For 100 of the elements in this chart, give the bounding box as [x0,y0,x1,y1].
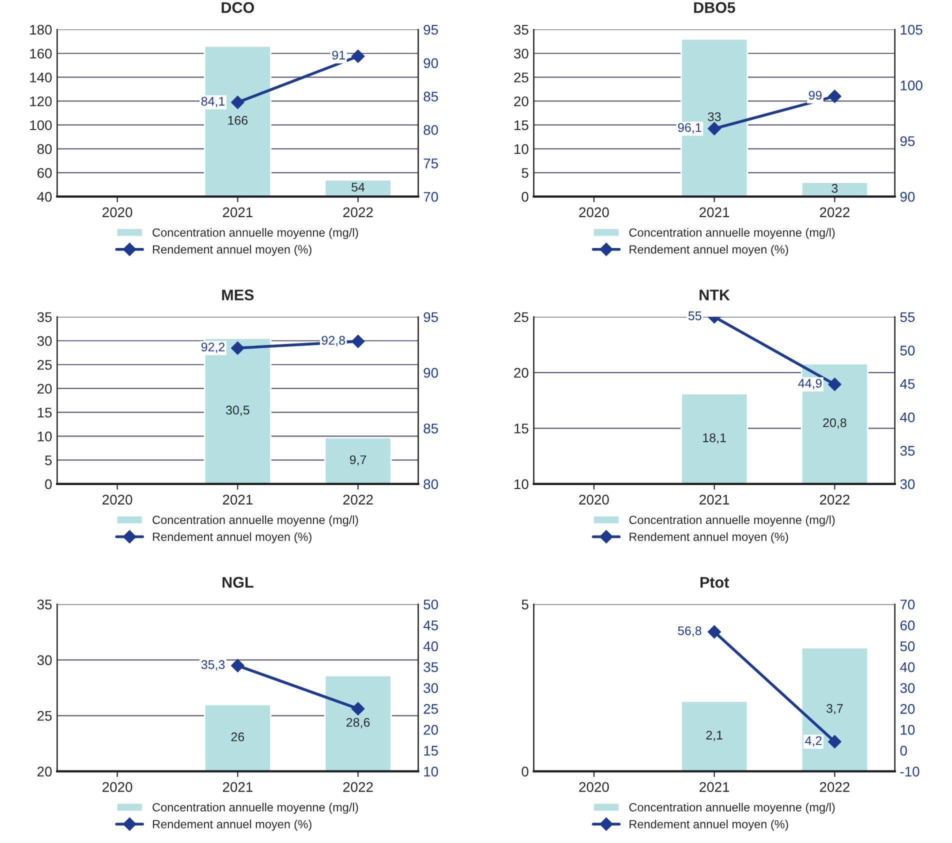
y-tick-label: 20 [38,384,52,394]
y2-tick-label: 40 [900,662,915,672]
y2-tick-label: 35 [424,662,438,672]
legend-label: Concentration annuelle moyenne (mg/l) [629,802,835,814]
x-tick-label: 2022 [820,207,850,218]
y2-tick-label: 90 [424,368,438,378]
data-label: 96,1 [678,123,702,134]
y-tick-label: 20 [514,96,528,106]
x-tick-label: 2021 [700,207,730,218]
y2-tick-label: 95 [900,136,915,146]
x-tick-label: 2022 [343,207,373,218]
y-tick-label: 0 [45,479,52,490]
data-label: 92,2 [201,342,225,353]
data-label: 91 [332,50,345,60]
data-label: 4,2 [805,736,822,747]
y-tick-label: 140 [30,72,52,82]
legend-label: Concentration annuelle moyenne (mg/l) [152,802,358,814]
y-tick-label: 5 [522,168,528,178]
y-tick-label: 40 [37,192,52,202]
y2-tick-label: 30 [900,683,915,693]
y-tick-label: 10 [38,432,52,442]
legend-label: Concentration annuelle moyenne (mg/l) [629,515,835,526]
data-label: 84,1 [201,96,225,108]
x-tick-label: 2020 [102,494,132,505]
y2-tick-label: 70 [424,192,438,202]
y2-tick-label: 10 [900,724,915,735]
x-tick-label: 2020 [579,782,609,792]
data-label: 99 [808,90,822,100]
data-label: 3 [832,184,838,193]
y2-tick-label: 30 [424,683,438,693]
x-tick-label: 2021 [700,782,730,792]
y2-tick-label: 85 [424,92,438,102]
y-tick-label: 100 [30,120,52,130]
chart-title: DCO [222,2,254,13]
x-tick-label: 2021 [222,782,252,792]
y-tick-label: 35 [514,24,528,35]
y-tick-label: 15 [514,120,528,130]
y-tick-label: 25 [38,710,52,721]
y-tick-label: 5 [45,456,52,466]
x-tick-label: 2021 [700,494,730,505]
y-tick-label: 25 [514,72,528,82]
y2-tick-label: 45 [423,620,438,630]
y-tick-label: 35 [37,600,52,610]
legend-label: Rendement annuel moyen (%) [153,820,312,831]
y-tick-label: 5 [522,600,528,610]
x-tick-label: 2022 [343,494,373,505]
y2-tick-label: 20 [900,704,915,714]
y-tick-label: 25 [514,312,528,322]
y2-tick-label: 15 [424,746,438,756]
y2-tick-label: 25 [424,704,438,714]
y2-tick-label: 50 [900,346,915,356]
y-tick-label: 30 [37,336,52,346]
chart-title: NGL [222,576,254,588]
x-tick-label: 2022 [820,782,850,792]
data-label: 54 [352,182,365,192]
y-tick-label: 10 [514,479,528,490]
chart-title: NTK [700,290,730,300]
legend-label: Concentration annuelle moyenne (mg/l) [629,228,835,240]
data-label: 3,7 [826,704,843,714]
x-tick-label: 2020 [579,207,609,218]
y-tick-label: 180 [30,24,52,35]
y-tick-label: 10 [514,144,528,154]
data-label: 166 [228,116,248,125]
data-label: 28,6 [346,718,370,728]
y2-tick-label: 45 [900,379,915,389]
y-tick-label: 30 [514,48,528,59]
y2-tick-label: 0 [900,746,907,756]
x-tick-label: 2021 [222,207,252,218]
data-label: 92,8 [322,336,345,346]
y2-tick-label: 95 [424,24,438,35]
data-label: 9,7 [350,455,366,466]
y2-tick-label: 105 [900,24,922,35]
y-tick-label: 20 [38,766,52,777]
y2-tick-label: 50 [424,600,438,610]
chart-title: Ptot [700,577,729,588]
y-tick-label: 0 [522,192,528,202]
legend-label: Rendement annuel moyen (%) [153,244,312,256]
data-label: 35,3 [201,660,225,670]
y-tick-label: 60 [38,168,52,178]
legend-label: Rendement annuel moyen (%) [630,244,788,256]
x-tick-label: 2020 [102,782,132,792]
x-tick-label: 2022 [820,494,850,505]
y-tick-label: 160 [30,48,52,59]
data-label: 26 [231,732,244,742]
y2-tick-label: 80 [424,479,438,490]
y2-tick-label: 20 [424,724,438,735]
y-tick-label: 15 [514,424,528,434]
data-label: 56,8 [678,626,702,637]
y2-tick-label: 30 [900,479,915,490]
y2-tick-label: 10 [424,766,438,777]
chart-title: MES [222,290,254,300]
y-tick-label: 80 [37,144,52,154]
legend-label: Rendement annuel moyen (%) [630,820,788,831]
y2-tick-label: 40 [900,412,915,422]
chart-title: DBO5 [694,2,736,13]
data-label: 55 [688,312,702,320]
y-tick-label: 25 [38,360,52,370]
data-label: 33 [708,112,721,122]
y-tick-label: 0 [522,766,528,777]
x-tick-label: 2020 [579,494,609,505]
